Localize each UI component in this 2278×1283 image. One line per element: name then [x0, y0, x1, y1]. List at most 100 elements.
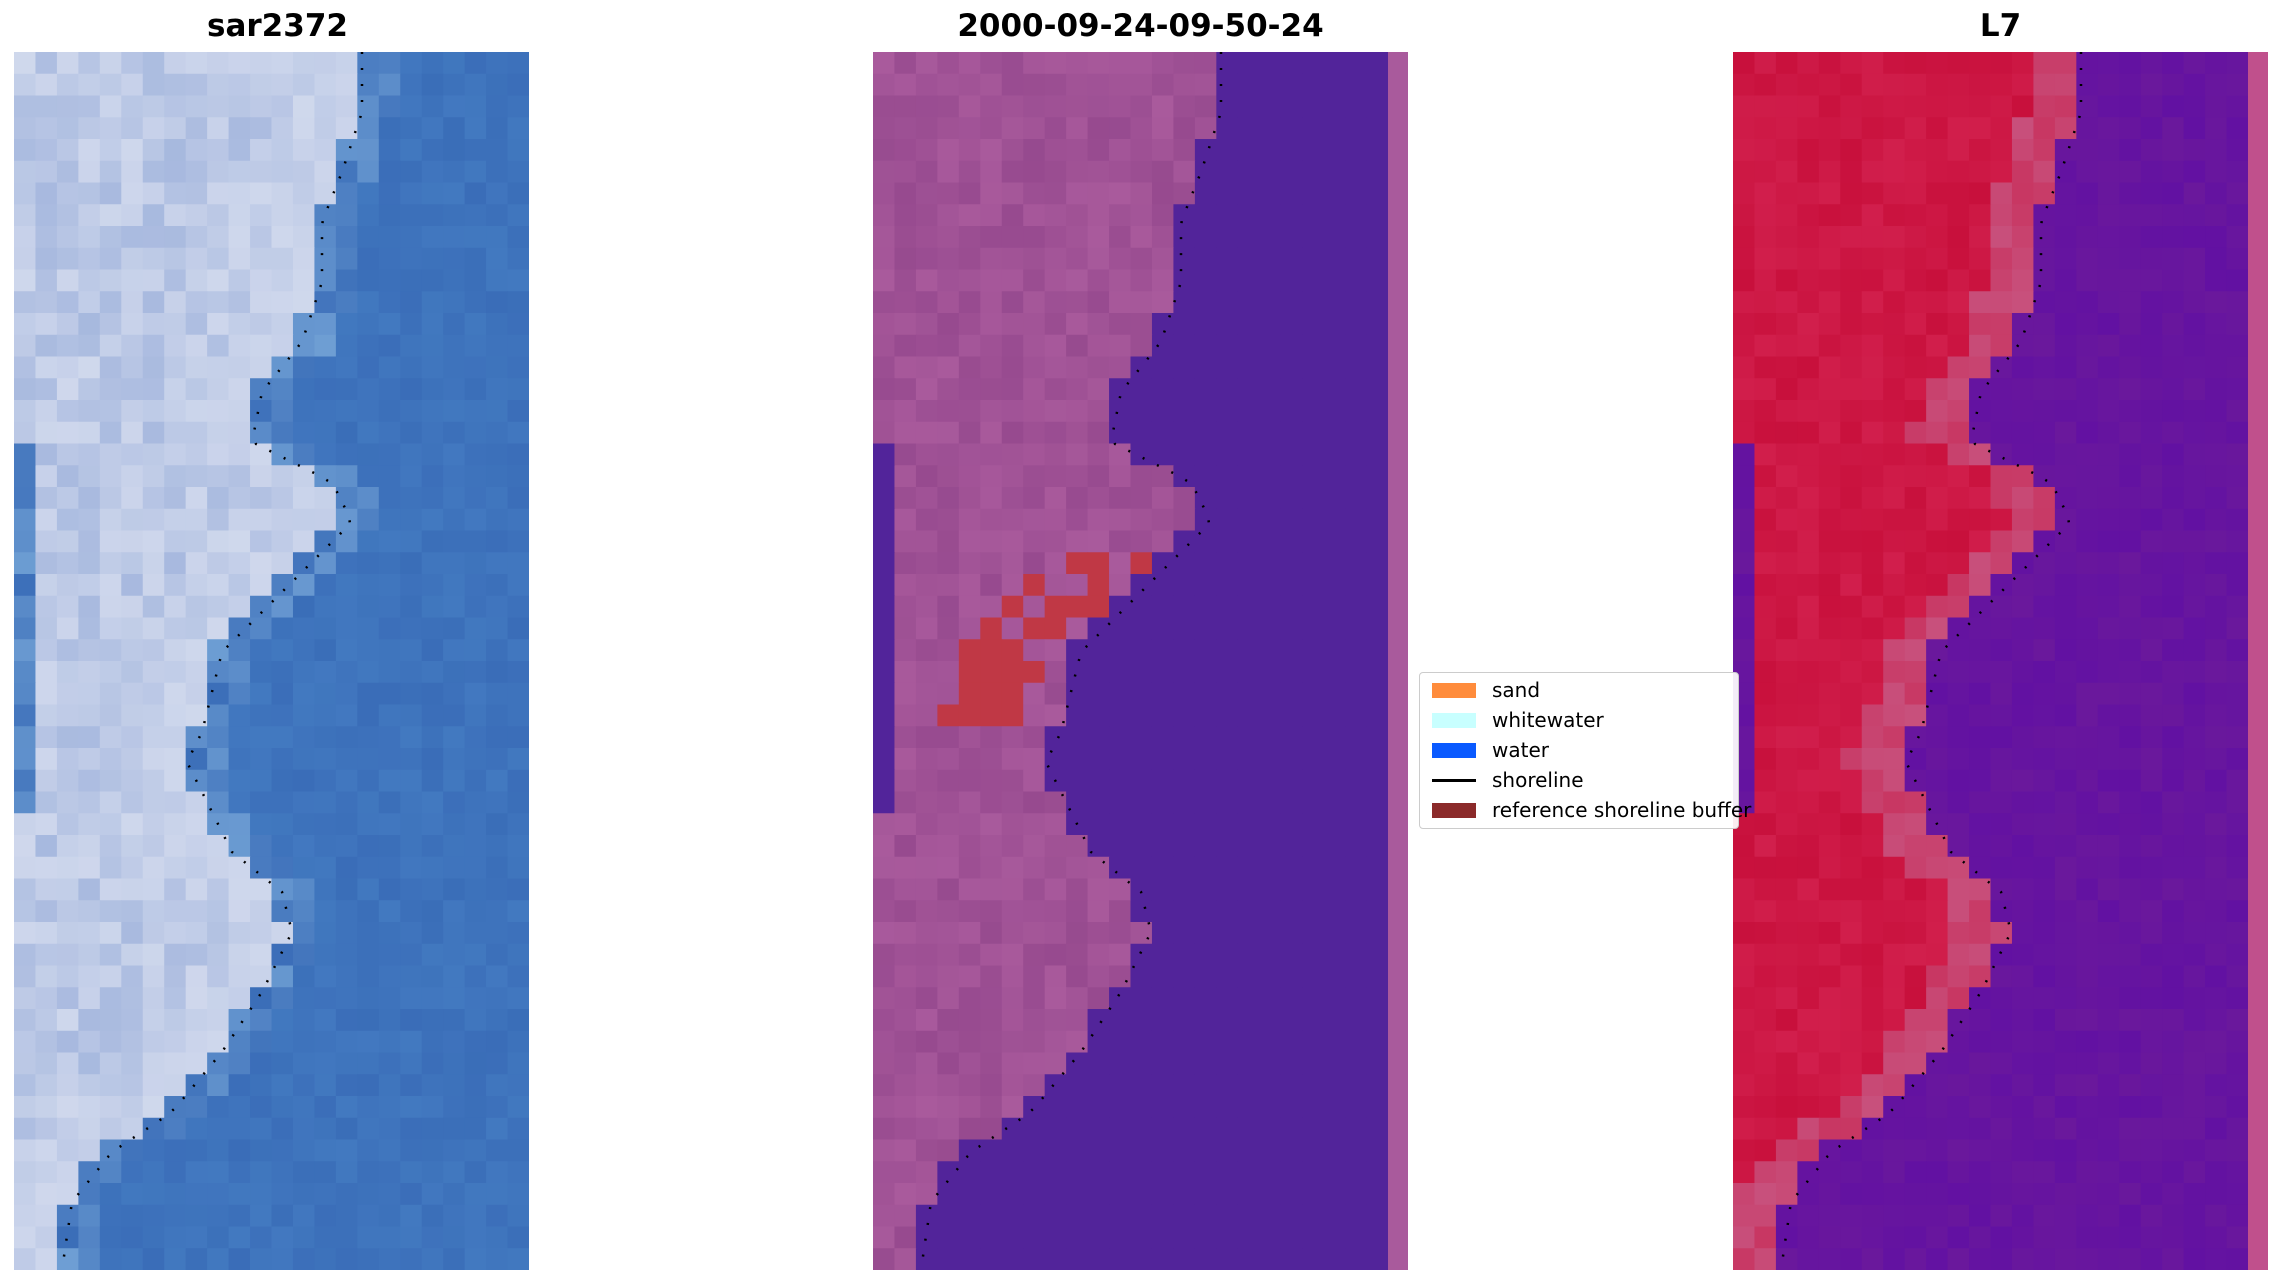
pixel	[507, 95, 529, 118]
pixel	[56, 356, 79, 379]
pixel	[1173, 73, 1196, 97]
pixel	[2226, 552, 2249, 575]
pixel	[185, 247, 208, 271]
pixel	[2033, 487, 2056, 510]
pixel	[2097, 748, 2120, 771]
pixel	[2119, 769, 2142, 793]
pixel	[228, 1117, 251, 1141]
pixel	[400, 1074, 423, 1097]
pixel	[292, 95, 316, 118]
pixel	[164, 1030, 187, 1054]
pixel	[507, 269, 529, 292]
pixel	[14, 117, 37, 140]
pixel	[1216, 313, 1239, 336]
pixel	[421, 487, 444, 510]
pixel	[99, 52, 122, 75]
pixel	[1216, 117, 1239, 140]
pixel	[1990, 247, 2013, 271]
pixel	[2162, 52, 2185, 75]
pixel	[1173, 421, 1196, 445]
pixel	[400, 813, 423, 836]
pixel	[507, 661, 529, 684]
pixel	[335, 487, 358, 510]
pixel	[1990, 508, 2013, 532]
pixel	[2033, 813, 2056, 836]
pixel	[121, 791, 144, 814]
pixel	[1066, 356, 1089, 379]
pixel	[1366, 139, 1389, 162]
pixel	[2119, 421, 2142, 445]
pixel	[1087, 421, 1110, 445]
pixel	[378, 835, 401, 858]
pixel	[228, 52, 251, 75]
pixel	[486, 356, 509, 379]
pixel	[2183, 356, 2206, 379]
pixel	[2119, 291, 2142, 314]
pixel	[1066, 922, 1089, 945]
pixel	[894, 1009, 917, 1032]
pixel	[1366, 73, 1389, 97]
pixel	[1323, 574, 1346, 597]
pixel	[2226, 182, 2249, 205]
pixel	[2097, 1030, 2120, 1054]
pixel	[1754, 617, 1777, 640]
pixel	[14, 878, 37, 901]
pixel	[185, 226, 208, 249]
pixel	[378, 1074, 401, 1097]
pixel	[56, 1096, 79, 1119]
pixel	[2076, 52, 2099, 75]
pixel	[1237, 269, 1260, 292]
pixel	[1194, 530, 1217, 553]
pixel	[1087, 835, 1110, 858]
pixel	[486, 182, 509, 205]
pixel	[164, 900, 187, 923]
pixel	[1087, 574, 1110, 597]
pixel	[56, 682, 79, 706]
pixel	[1109, 356, 1132, 379]
pixel	[1366, 682, 1389, 706]
pixel	[357, 835, 380, 858]
pixel	[335, 813, 358, 836]
pixel	[2140, 1117, 2163, 1141]
pixel	[1302, 421, 1325, 445]
pixel	[1904, 421, 1927, 445]
pixel	[1904, 1226, 1927, 1249]
pixel	[1194, 791, 1217, 814]
pixel	[2033, 965, 2056, 988]
pixel	[1237, 247, 1260, 271]
pixel	[1733, 226, 1756, 249]
pixel	[507, 1183, 529, 1206]
pixel	[1818, 574, 1841, 597]
pixel	[292, 139, 316, 162]
pixel	[2226, 726, 2249, 749]
pixel	[1904, 987, 1927, 1010]
pixel	[1237, 291, 1260, 314]
pixel	[2054, 835, 2077, 858]
pixel	[1840, 160, 1863, 184]
pixel	[1947, 182, 1970, 205]
pixel	[443, 704, 466, 727]
pixel	[314, 813, 337, 836]
pixel	[2183, 1117, 2206, 1141]
pixel	[507, 1117, 529, 1141]
pixel	[314, 247, 337, 271]
pixel	[1259, 1139, 1282, 1162]
pixel	[1173, 1052, 1196, 1075]
pixel	[121, 922, 144, 945]
pixel	[1775, 1117, 1798, 1141]
pixel	[1775, 748, 1798, 771]
pixel	[1840, 835, 1863, 858]
pixel	[958, 1030, 981, 1054]
pixel	[1990, 1248, 2013, 1270]
pixel	[443, 1009, 466, 1032]
pixel	[2097, 269, 2120, 292]
pixel	[35, 1030, 58, 1054]
pixel	[357, 1052, 380, 1075]
pixel	[421, 1030, 444, 1054]
pixel	[250, 334, 273, 358]
pixel	[1733, 269, 1756, 292]
pixel	[335, 508, 358, 532]
pixel	[164, 835, 187, 858]
pixel	[2119, 661, 2142, 684]
pixel	[1280, 922, 1303, 945]
